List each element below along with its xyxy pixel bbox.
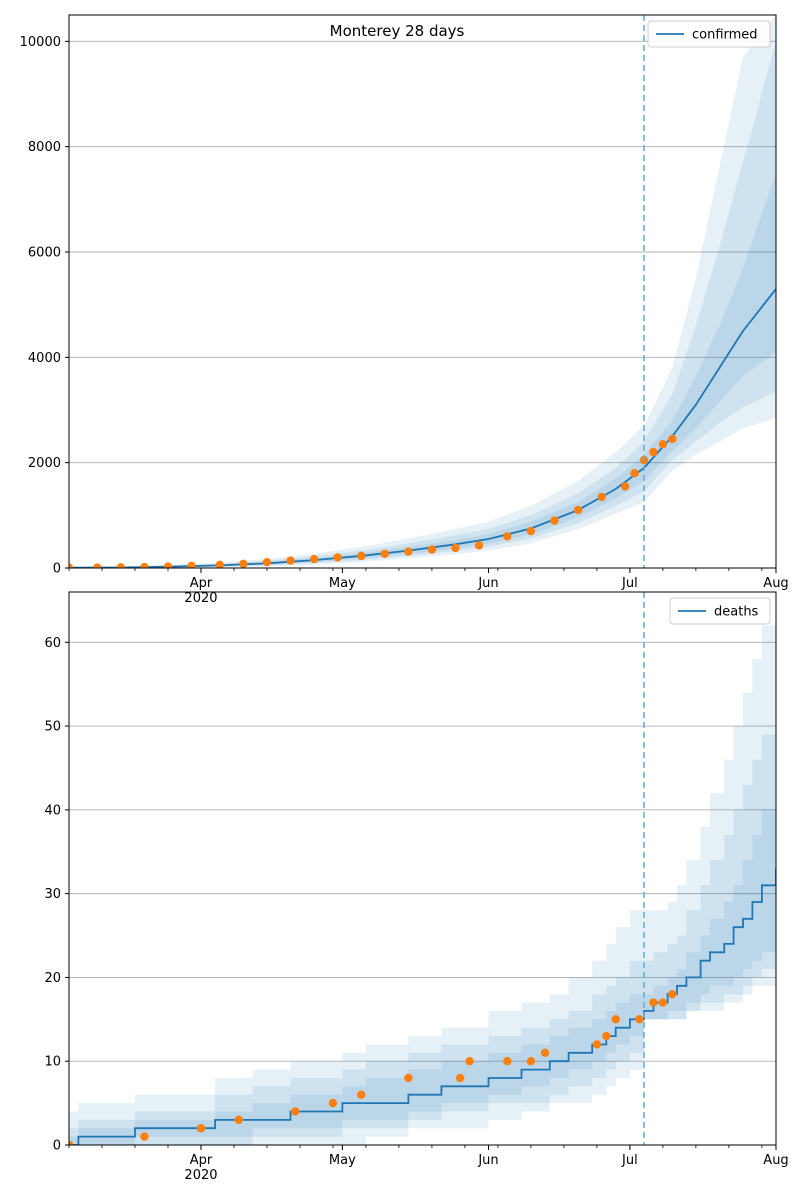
- observed-point: [658, 998, 668, 1007]
- x-tick-sublabel: 2020: [184, 1168, 217, 1183]
- legend: deaths: [669, 597, 771, 625]
- observed-point: [427, 545, 437, 554]
- y-tick-label: 10: [44, 1055, 61, 1070]
- y-tick-label: 60: [44, 636, 61, 651]
- legend-label: deaths: [714, 605, 759, 620]
- confirmed-panel: Monterey 28 days 0 2000 4000 6000 8000 10000 A…: [20, 14, 789, 606]
- observed-point: [187, 561, 196, 568]
- observed-point: [630, 469, 639, 478]
- observed-point: [456, 1073, 465, 1083]
- y-tick-label: 20: [44, 971, 61, 986]
- x-tick-label: Apr: [190, 576, 213, 591]
- observed-point: [291, 1107, 300, 1116]
- x-tick-label: Jun: [477, 1153, 498, 1168]
- x-tick-sublabel: 2020: [184, 591, 217, 606]
- observed-point: [503, 532, 512, 541]
- observed-point: [503, 1057, 512, 1066]
- confidence-band: [69, 173, 776, 568]
- y-tick-label: 0: [53, 1139, 61, 1154]
- observed-point: [635, 1015, 644, 1024]
- confidence-band: [69, 15, 776, 568]
- observed-point: [140, 1132, 149, 1141]
- observed-point: [380, 549, 389, 558]
- y-tick-label: 8000: [28, 140, 61, 155]
- legend-box: [647, 20, 771, 48]
- observed-point: [649, 447, 658, 457]
- observed-point: [526, 1057, 536, 1066]
- legend-label: confirmed: [692, 28, 758, 43]
- y-tick-label: 6000: [28, 246, 61, 261]
- observed-point: [357, 551, 366, 561]
- observed-point: [69, 563, 74, 568]
- x-tick-label: Jun: [477, 576, 498, 591]
- observed-point: [404, 547, 413, 556]
- observed-point: [215, 560, 225, 568]
- confidence-band: [69, 41, 776, 568]
- observed-point: [333, 553, 342, 562]
- confidence-band: [69, 592, 776, 1145]
- observed-point: [196, 1124, 206, 1133]
- observed-point: [404, 1073, 413, 1083]
- observed-point: [550, 516, 559, 525]
- observed-point: [357, 1090, 366, 1099]
- y-tick-label: 50: [44, 720, 61, 735]
- observed-point: [262, 558, 272, 567]
- observed-point: [649, 998, 658, 1007]
- x-tick-label: Aug: [763, 576, 788, 591]
- observed-point: [592, 1040, 602, 1049]
- observed-point: [309, 554, 319, 564]
- plot-area: [69, 15, 776, 568]
- observed-point: [69, 1140, 74, 1145]
- observed-point: [140, 562, 149, 568]
- legend: confirmed: [647, 20, 771, 48]
- axes-frame: [68, 14, 777, 569]
- chart-title: Monterey 28 days: [330, 22, 465, 40]
- observed-point: [611, 1015, 620, 1024]
- observed-point: [602, 1031, 611, 1041]
- observed-point: [668, 989, 677, 999]
- observed-point: [474, 541, 484, 550]
- x-tick-label: May: [329, 576, 356, 591]
- observed-point: [573, 505, 583, 515]
- observed-point: [234, 1115, 243, 1125]
- x-tick-label: Jul: [621, 1153, 638, 1168]
- y-tick-label: 40: [44, 803, 61, 818]
- observed-point: [526, 526, 536, 536]
- observed-point: [658, 440, 668, 449]
- observed-point: [540, 1048, 550, 1058]
- confidence-band: [69, 700, 776, 1145]
- x-tick-label: May: [329, 1153, 356, 1168]
- axes-frame: [68, 591, 777, 1146]
- observed-point: [668, 434, 677, 444]
- legend-box: [669, 597, 771, 625]
- y-tick-label: 0: [53, 562, 61, 577]
- observed-point: [116, 563, 126, 568]
- plot-area: [69, 592, 776, 1145]
- observed-point: [93, 563, 102, 568]
- observed-point: [465, 1057, 474, 1066]
- y-tick-label: 2000: [28, 456, 61, 471]
- y-tick-label: 4000: [28, 351, 61, 366]
- observed-point: [620, 482, 630, 491]
- x-tick-label: Apr: [190, 1153, 213, 1168]
- observed-point: [239, 559, 248, 568]
- x-tick-label: Jul: [621, 576, 638, 591]
- observed-point: [286, 556, 295, 565]
- x-tick-label: Aug: [763, 1153, 788, 1168]
- y-tick-label: 30: [44, 887, 61, 902]
- observed-point: [451, 543, 460, 553]
- confidence-band: [69, 776, 776, 1145]
- observed-point: [328, 1098, 338, 1108]
- observed-point: [163, 562, 173, 568]
- observed-point: [597, 492, 606, 502]
- series-line-deaths: [69, 868, 776, 1145]
- y-tick-label: 10000: [20, 35, 61, 50]
